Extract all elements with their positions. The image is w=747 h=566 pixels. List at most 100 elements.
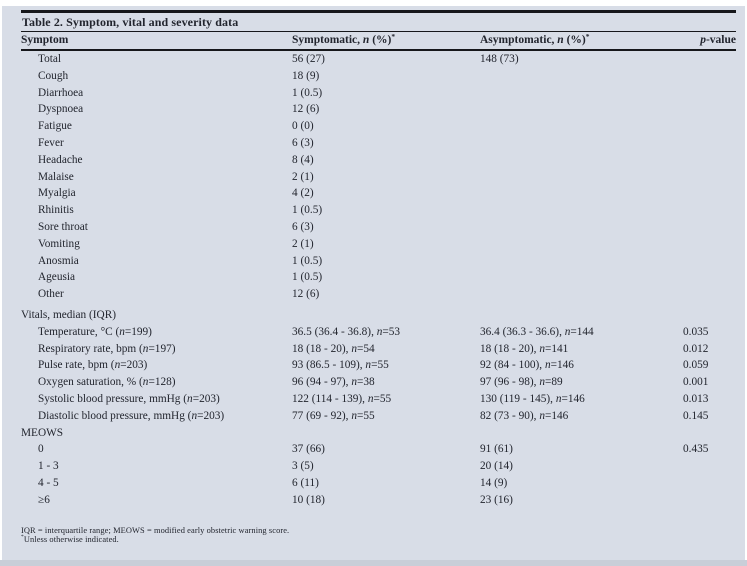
table-row: Cough 18 (9)	[21, 68, 736, 85]
asymptomatic-cell: 23 (16)	[480, 493, 513, 506]
symptomatic-cell: 1 (0.5)	[292, 86, 323, 99]
symptom-cell: ≥6	[38, 493, 50, 506]
table-row: Malaise 2 (1)	[21, 169, 736, 186]
symptom-cell: Sore throat	[38, 220, 88, 233]
p-value-cell: 0.035	[683, 325, 709, 338]
symptom-cell: Diastolic blood pressure, mmHg (n=203)	[38, 409, 225, 422]
column-header-symptom: Symptom	[21, 34, 69, 46]
symptom-cell: Diarrhoea	[38, 86, 84, 99]
table-row: Vomiting 2 (1)	[21, 236, 736, 253]
table-row: Rhinitis 1 (0.5)	[21, 202, 736, 219]
column-header-symptomatic: Symptomatic, n (%)*	[292, 33, 396, 46]
table-row: Headache 8 (4)	[21, 152, 736, 169]
symptomatic-cell: 2 (1)	[292, 237, 314, 250]
symptom-cell: 0	[38, 443, 44, 456]
table-row: Sore throat 6 (3)	[21, 219, 736, 236]
symptomatic-cell: 12 (6)	[292, 288, 320, 301]
asymptomatic-cell: 82 (73 - 90), n=146	[480, 409, 569, 422]
symptomatic-cell: 77 (69 - 92), n=55	[292, 409, 375, 422]
symptom-cell: Malaise	[38, 170, 74, 183]
symptom-cell: Fever	[38, 136, 64, 149]
asymptomatic-cell: 20 (14)	[480, 460, 513, 473]
symptom-cell: Vomiting	[38, 237, 80, 250]
symptom-cell: Oxygen saturation, % (n=128)	[38, 376, 176, 389]
symptom-cell: Total	[38, 53, 62, 65]
table-row: Fever 6 (3)	[21, 135, 736, 152]
table-row: Diastolic blood pressure, mmHg (n=203) 77…	[21, 408, 736, 425]
table-row: Fatigue 0 (0)	[21, 118, 736, 135]
table-row: Dyspnoea 12 (6)	[21, 101, 736, 118]
symptom-cell: Dyspnoea	[38, 103, 84, 116]
symptomatic-cell: 12 (6)	[292, 103, 320, 116]
p-value-cell: 0.001	[683, 376, 709, 389]
table-row: Systolic blood pressure, mmHg (n=203) 122…	[21, 391, 736, 408]
section-header-label: Vitals, median (IQR)	[21, 308, 117, 321]
symptom-cell: Pulse rate, bpm (n=203)	[38, 359, 148, 372]
symptomatic-cell: 0 (0)	[292, 120, 314, 133]
symptom-cell: Systolic blood pressure, mmHg (n=203)	[38, 392, 220, 405]
table-row: Anosmia 1 (0.5)	[21, 253, 736, 270]
asymptomatic-cell: 14 (9)	[480, 476, 508, 489]
symptomatic-cell: 122 (114 - 139), n=55	[292, 392, 392, 405]
symptom-cell: Myalgia	[38, 187, 76, 200]
symptomatic-cell: 56 (27)	[292, 53, 325, 65]
table-top-rule	[21, 10, 736, 13]
symptomatic-cell: 37 (66)	[292, 443, 325, 456]
section-header-label: MEOWS	[21, 426, 64, 439]
symptomatic-cell: 18 (18 - 20), n=54	[292, 342, 375, 355]
table-row: ≥6 10 (18) 23 (16)	[21, 492, 736, 509]
symptomatic-cell: 6 (11)	[292, 476, 319, 489]
symptom-cell: Rhinitis	[38, 204, 74, 217]
section-header-row: MEOWS	[21, 425, 736, 442]
section-header-row: Vitals, median (IQR)	[21, 307, 736, 324]
title-divider-rule	[21, 31, 736, 32]
p-value-cell: 0.435	[683, 443, 709, 456]
table-footnotes: IQR = interquartile range; MEOWS = modif…	[21, 526, 736, 545]
symptomatic-cell: 1 (0.5)	[292, 271, 323, 284]
table-row: Diarrhoea 1 (0.5)	[21, 85, 736, 102]
symptom-cell: Cough	[38, 69, 69, 82]
asymptomatic-cell: 92 (84 - 100), n=146	[480, 359, 574, 372]
symptomatic-cell: 96 (94 - 97), n=38	[292, 376, 375, 389]
footnote-asterisk: *Unless otherwise indicated.	[21, 534, 119, 545]
footnote-abbreviations: IQR = interquartile range; MEOWS = modif…	[21, 525, 290, 535]
symptom-cell: Anosmia	[38, 254, 79, 267]
symptom-cell: 1 - 3	[38, 460, 59, 473]
page-bottom-edge	[0, 560, 747, 566]
p-value-cell: 0.059	[683, 359, 709, 372]
symptom-cell: 4 - 5	[38, 476, 59, 489]
table-row: Ageusia 1 (0.5)	[21, 269, 736, 286]
asymptomatic-cell: 97 (96 - 98), n=89	[480, 376, 563, 389]
symptom-cell: Respiratory rate, bpm (n=197)	[38, 342, 176, 355]
table-row: 4 - 5 6 (11) 14 (9)	[21, 475, 736, 492]
symptom-cell: Ageusia	[38, 271, 76, 284]
column-header-p-value: p-value	[700, 34, 736, 46]
symptomatic-cell: 3 (5)	[292, 460, 314, 473]
p-value-cell: 0.013	[683, 392, 709, 405]
table-row: 1 - 3 3 (5) 20 (14)	[21, 458, 736, 475]
asymptomatic-cell: 148 (73)	[480, 53, 519, 65]
asymptomatic-cell: 18 (18 - 20), n=141	[480, 342, 569, 355]
symptomatic-cell: 1 (0.5)	[292, 254, 323, 267]
asymptomatic-cell: 36.4 (36.3 - 36.6), n=144	[480, 325, 594, 338]
table-row: Total 56 (27) 148 (73)	[21, 51, 736, 68]
symptomatic-cell: 18 (9)	[292, 69, 320, 82]
asymptomatic-cell: 130 (119 - 145), n=146	[480, 392, 585, 405]
symptom-cell: Temperature, °C (n=199)	[38, 325, 152, 338]
header-divider-rule	[21, 49, 736, 51]
symptomatic-cell: 6 (3)	[292, 220, 314, 233]
p-value-cell: 0.145	[683, 409, 709, 422]
table-row: 0 37 (66) 91 (61) 0.435	[21, 441, 736, 458]
symptomatic-cell: 93 (86.5 - 109), n=55	[292, 359, 389, 372]
symptomatic-cell: 2 (1)	[292, 170, 314, 183]
symptom-cell: Other	[38, 288, 64, 301]
symptomatic-cell: 36.5 (36.4 - 36.8), n=53	[292, 325, 401, 338]
table-body: Total 56 (27) 148 (73) Cough 18 (9) Diarrhoea…	[21, 51, 736, 509]
symptomatic-cell: 8 (4)	[292, 153, 314, 166]
paper-table-card: Table 2. Symptom, vital and severity dat…	[2, 6, 745, 560]
table-row: Other 12 (6)	[21, 286, 736, 303]
asymptomatic-cell: 91 (61)	[480, 443, 513, 456]
table-title: Table 2. Symptom, vital and severity dat…	[22, 15, 239, 29]
table-row: Temperature, °C (n=199) 36.5 (36.4 - 36.8…	[21, 324, 736, 341]
symptomatic-cell: 10 (18)	[292, 493, 325, 506]
